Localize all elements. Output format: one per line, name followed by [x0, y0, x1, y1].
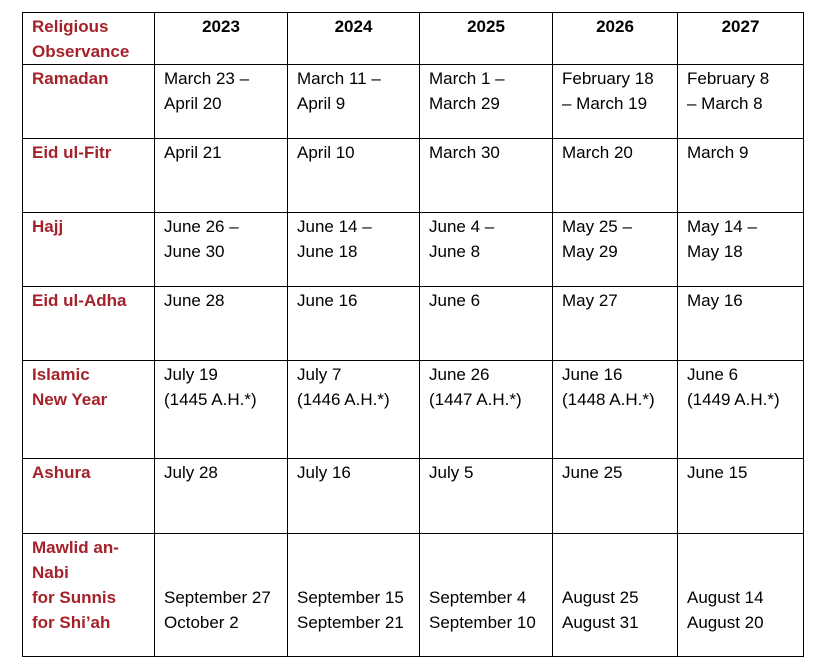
table-row: Ramadan March 23 – April 20 March 11 – Apr… — [22, 64, 804, 139]
date-cell: July 5 — [419, 458, 553, 534]
date-cell: April 21 — [154, 138, 288, 213]
header-year: 2027 — [677, 12, 804, 65]
date-cell: March 20 — [552, 138, 678, 213]
table-row: Eid ul-Fitr April 21 April 10 March 30 March… — [22, 138, 804, 213]
date-cell: July 16 — [287, 458, 420, 534]
date-cell: June 6 (1449 A.H.*) — [677, 360, 804, 459]
date-cell: February 8 – March 8 — [677, 64, 804, 139]
date-cell: February 18 – March 19 — [552, 64, 678, 139]
date-cell: April 10 — [287, 138, 420, 213]
observance-label: Eid ul-Fitr — [22, 138, 155, 213]
date-cell: June 6 — [419, 286, 553, 361]
observance-label: Mawlid an- Nabi for Sunnis for Shi’ah — [22, 533, 155, 657]
date-cell: March 23 – April 20 — [154, 64, 288, 139]
date-cell: May 14 – May 18 — [677, 212, 804, 287]
table-row: Ashura July 28 July 16 July 5 June 25 June 15 — [22, 458, 804, 534]
date-cell: June 26 (1447 A.H.*) — [419, 360, 553, 459]
header-year: 2026 — [552, 12, 678, 65]
date-cell: June 26 – June 30 — [154, 212, 288, 287]
date-cell: September 15 September 21 — [287, 533, 420, 657]
table-row: Mawlid an- Nabi for Sunnis for Shi’ah Sep… — [22, 533, 804, 657]
date-cell: June 14 – June 18 — [287, 212, 420, 287]
date-cell: March 9 — [677, 138, 804, 213]
date-cell: June 4 – June 8 — [419, 212, 553, 287]
date-cell: June 25 — [552, 458, 678, 534]
date-cell: July 7 (1446 A.H.*) — [287, 360, 420, 459]
table-row: Islamic New Year July 19 (1445 A.H.*) July… — [22, 360, 804, 459]
date-cell: May 16 — [677, 286, 804, 361]
religious-observance-table: Religious Observance 2023 2024 2025 2026 2027… — [22, 12, 804, 657]
observance-label: Ramadan — [22, 64, 155, 139]
date-cell: May 27 — [552, 286, 678, 361]
date-cell: June 28 — [154, 286, 288, 361]
date-cell: May 25 – May 29 — [552, 212, 678, 287]
date-cell: August 25 August 31 — [552, 533, 678, 657]
date-cell: September 27 October 2 — [154, 533, 288, 657]
date-cell: March 1 – March 29 — [419, 64, 553, 139]
header-row: Religious Observance 2023 2024 2025 2026 2027 — [22, 12, 804, 65]
header-year: 2024 — [287, 12, 420, 65]
observance-label: Islamic New Year — [22, 360, 155, 459]
date-cell: June 16 (1448 A.H.*) — [552, 360, 678, 459]
observance-label: Ashura — [22, 458, 155, 534]
observance-label: Eid ul-Adha — [22, 286, 155, 361]
header-observance: Religious Observance — [22, 12, 155, 65]
date-cell: July 28 — [154, 458, 288, 534]
date-cell: August 14 August 20 — [677, 533, 804, 657]
table-row: Hajj June 26 – June 30 June 14 – June 18 Ju… — [22, 212, 804, 287]
date-cell: June 16 — [287, 286, 420, 361]
date-cell: March 11 – April 9 — [287, 64, 420, 139]
header-year: 2023 — [154, 12, 288, 65]
table-row: Eid ul-Adha June 28 June 16 June 6 May 27 May… — [22, 286, 804, 361]
observance-label: Hajj — [22, 212, 155, 287]
header-year: 2025 — [419, 12, 553, 65]
date-cell: September 4 September 10 — [419, 533, 553, 657]
date-cell: July 19 (1445 A.H.*) — [154, 360, 288, 459]
date-cell: March 30 — [419, 138, 553, 213]
date-cell: June 15 — [677, 458, 804, 534]
